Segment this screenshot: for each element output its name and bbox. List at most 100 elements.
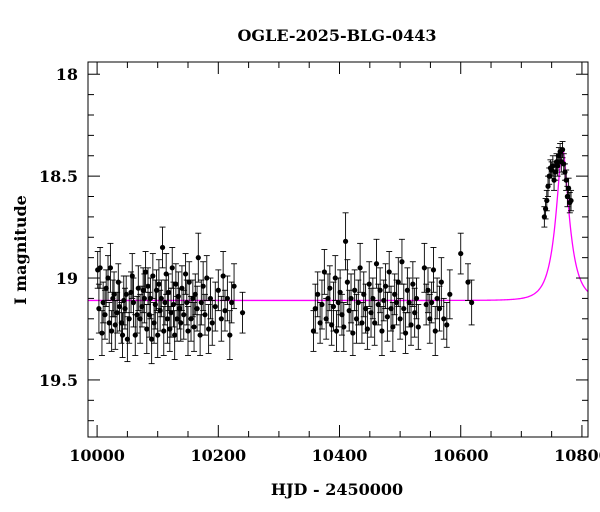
y-axis-label: I magnitude [11,195,30,305]
point-marker [202,312,208,318]
data-point [194,285,201,332]
point-marker [352,287,358,293]
data-point [154,312,161,358]
point-marker [397,316,403,322]
data-point [373,238,380,289]
point-marker [107,265,114,271]
data-point [124,316,131,363]
point-marker [341,324,347,330]
point-marker [173,281,179,287]
point-marker [151,320,157,326]
data-point [195,232,202,283]
point-marker [377,287,383,293]
point-marker [555,163,561,169]
point-marker [188,316,194,322]
point-marker [195,255,201,261]
point-marker [399,259,405,265]
point-marker [425,287,431,293]
data-point [239,291,246,334]
y-tick-label: 19 [56,269,78,288]
point-marker [323,316,329,322]
x-tick-label: 10400 [312,446,368,465]
point-marker [379,328,385,334]
point-marker [142,269,149,275]
point-marker [207,295,214,302]
point-marker [212,303,218,310]
point-marker [412,310,418,316]
data-point [212,281,219,332]
point-marker [344,279,350,285]
data-point [153,269,160,312]
point-marker [222,308,228,314]
point-marker [559,147,566,153]
data-point [335,277,342,328]
point-marker [364,326,370,332]
data-point [568,189,575,212]
point-marker [109,328,115,334]
point-marker [447,291,453,297]
data-point [197,314,204,356]
axis-ticks [88,62,588,437]
point-marker [172,332,178,338]
data-point [185,306,191,356]
data-point [543,189,550,212]
point-marker [444,322,450,328]
point-marker [137,316,143,322]
point-marker [99,330,105,336]
point-marker [141,295,147,302]
data-point [408,304,415,346]
point-marker [175,293,181,299]
data-point [191,302,198,352]
point-marker [361,291,367,297]
point-marker [337,289,343,295]
point-marker [325,295,331,302]
data-point [545,175,551,197]
point-marker [122,306,128,312]
point-marker [332,275,338,281]
point-marker [190,295,196,302]
point-marker [129,273,135,279]
point-marker [166,289,172,295]
point-marker [550,163,556,169]
point-marker [382,283,389,289]
x-tick-label: 10800 [554,446,600,465]
point-marker [114,310,120,316]
data-point [333,310,340,352]
data-point [129,253,136,299]
point-marker [96,306,102,312]
data-point [137,293,144,344]
data-point [95,283,102,334]
point-marker [375,301,381,308]
data-point [182,253,189,295]
point-marker [158,295,164,302]
point-marker [179,285,185,291]
point-marker [239,310,246,316]
point-marker [106,320,112,326]
point-marker [121,297,127,304]
point-marker [220,273,226,279]
data-point [192,273,199,316]
point-marker [231,283,237,289]
data-point [415,304,422,350]
point-marker [432,328,438,334]
data-point [388,285,395,332]
point-marker [357,265,363,271]
data-point [107,242,114,293]
point-marker [168,310,174,316]
data-point [432,306,439,356]
point-marker [310,328,317,334]
point-marker [401,306,407,312]
data-point [440,297,447,340]
point-marker [423,301,429,308]
point-marker [102,312,108,318]
y-tick-label: 19.5 [39,371,78,390]
data-point [98,310,105,356]
point-marker [139,303,145,310]
data-point [178,265,185,312]
point-marker [186,279,192,285]
data-point [201,293,208,336]
point-marker [545,183,551,189]
point-marker [469,299,475,306]
point-marker [229,299,235,306]
